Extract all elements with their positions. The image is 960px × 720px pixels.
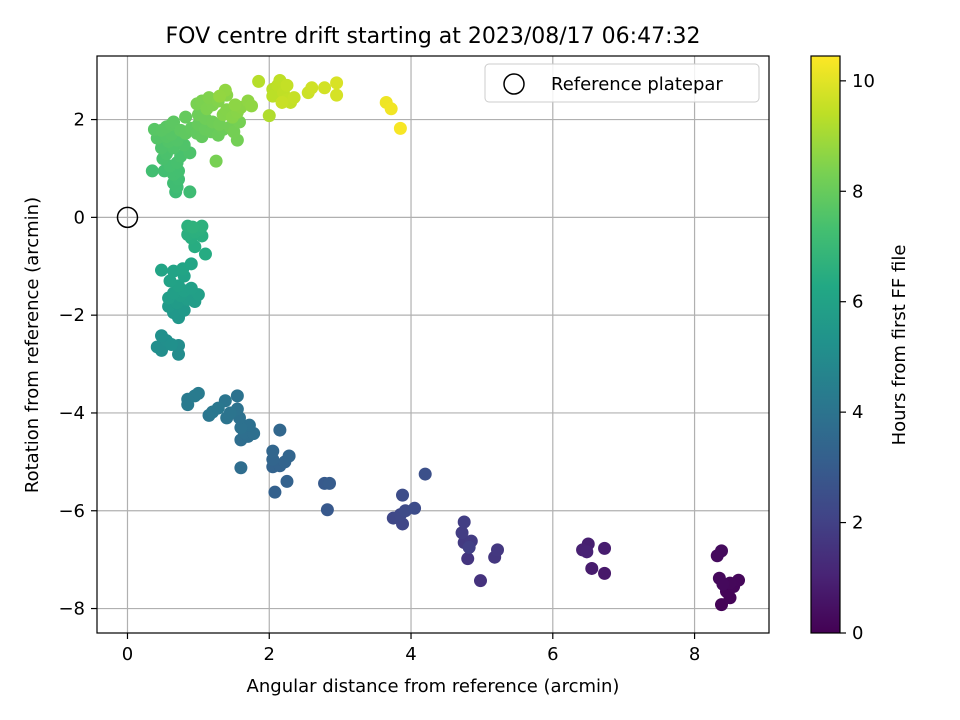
data-point	[234, 421, 248, 435]
data-point	[273, 423, 287, 437]
legend: Reference platepar	[484, 63, 760, 103]
data-point	[186, 220, 200, 234]
data-point	[580, 545, 594, 559]
data-point	[211, 401, 225, 415]
data-point	[252, 74, 266, 88]
data-point	[145, 164, 159, 178]
colorbar-frame	[810, 55, 841, 634]
data-point	[323, 476, 337, 490]
colorbar-label: Hours from first FF file	[889, 245, 910, 446]
data-point	[223, 406, 237, 420]
colorbar-gradient	[811, 56, 840, 633]
colorbar-tick-label: 6	[852, 292, 863, 313]
data-point	[462, 540, 476, 554]
data-point	[473, 574, 487, 588]
data-point	[287, 91, 301, 105]
data-point	[191, 386, 205, 400]
data-point	[245, 99, 259, 113]
data-point	[715, 544, 729, 558]
data-point	[461, 552, 475, 566]
data-point	[455, 526, 469, 540]
data-point	[262, 109, 276, 123]
x-tick-label: 4	[405, 644, 416, 665]
data-point	[184, 257, 198, 271]
chart-title: FOV centre drift starting at 2023/08/17 …	[166, 24, 701, 49]
data-point	[213, 89, 227, 103]
data-point	[234, 461, 248, 475]
legend-box	[484, 63, 760, 103]
y-tick-label: 0	[74, 207, 85, 228]
y-tick-label: −6	[58, 501, 85, 522]
colorbar-tick-label: 0	[852, 623, 863, 644]
y-tick-label: −8	[58, 599, 85, 620]
data-point	[164, 338, 178, 351]
x-axis-label: Angular distance from reference (arcmin)	[247, 676, 620, 697]
y-axis-ticks: −8 −6 −4 −2 0 2	[58, 110, 97, 620]
grid-lines	[97, 56, 769, 633]
data-point	[598, 566, 612, 580]
data-point	[491, 543, 505, 557]
data-point	[266, 89, 280, 103]
data-point	[230, 389, 244, 403]
data-point	[280, 474, 294, 488]
data-point	[393, 121, 407, 135]
data-point	[227, 125, 241, 139]
x-axis-ticks: 0 2 4 6 8	[122, 633, 700, 665]
data-point	[155, 263, 169, 277]
data-point	[457, 515, 471, 529]
data-point	[282, 449, 296, 463]
colorbar: 0 2 4 6 8 10 Hours from first FF file	[810, 55, 910, 644]
data-points	[145, 73, 746, 612]
data-point	[179, 110, 193, 124]
data-point	[318, 81, 332, 95]
colorbar-ticks: 0 2 4 6 8 10	[840, 71, 875, 644]
data-point	[150, 340, 164, 354]
data-point	[266, 444, 280, 458]
data-point	[384, 102, 398, 116]
x-tick-label: 6	[547, 644, 558, 665]
y-tick-label: 2	[74, 110, 85, 131]
legend-label-reference: Reference platepar	[551, 74, 723, 95]
data-point	[396, 488, 410, 502]
data-point	[163, 274, 177, 288]
data-point	[598, 541, 612, 555]
colorbar-tick-label: 2	[852, 513, 863, 534]
data-point	[330, 76, 344, 90]
x-tick-label: 8	[689, 644, 700, 665]
y-tick-label: −4	[58, 403, 85, 424]
data-point	[330, 88, 344, 102]
data-point	[155, 329, 169, 343]
data-point	[228, 98, 242, 112]
legend-marker-reference	[503, 73, 525, 95]
reference-point-marker	[116, 206, 139, 229]
colorbar-tick-label: 10	[852, 71, 875, 92]
plot-frame	[96, 55, 770, 634]
data-point	[418, 467, 432, 481]
colorbar-tick-label: 4	[852, 402, 863, 423]
y-tick-label: −2	[58, 305, 85, 326]
data-point	[585, 561, 599, 575]
data-point	[280, 78, 294, 92]
data-point	[320, 503, 334, 517]
x-tick-label: 2	[264, 644, 275, 665]
data-point	[305, 81, 319, 95]
data-point	[183, 185, 197, 199]
data-point	[209, 154, 223, 168]
data-point	[408, 501, 422, 515]
data-point	[198, 247, 212, 261]
colorbar-tick-label: 8	[852, 181, 863, 202]
data-point	[213, 117, 227, 131]
data-point	[268, 485, 282, 499]
x-tick-label: 0	[122, 644, 133, 665]
data-point	[184, 281, 198, 295]
data-point	[275, 95, 289, 109]
data-point	[716, 577, 730, 591]
y-axis-label: Rotation from reference (arcmin)	[22, 197, 43, 493]
